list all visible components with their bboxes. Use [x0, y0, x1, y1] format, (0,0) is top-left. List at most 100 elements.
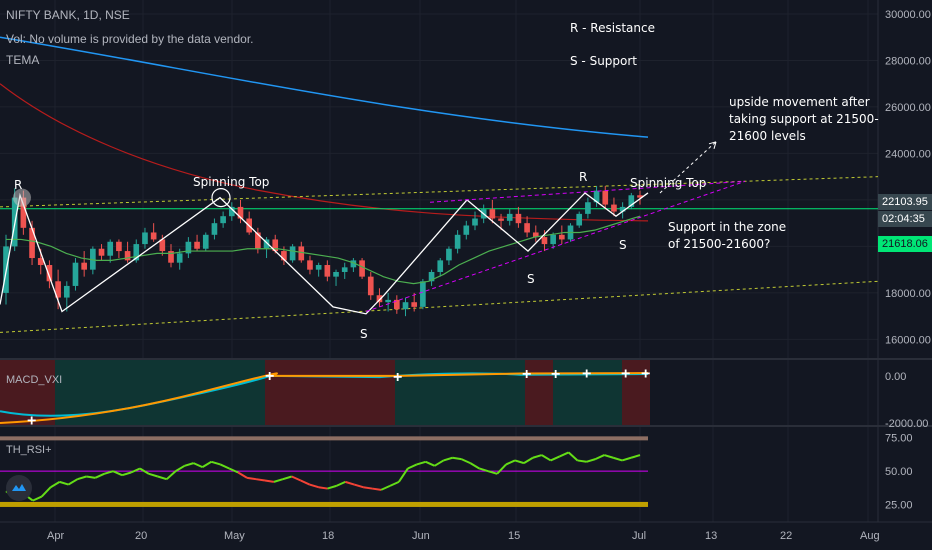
rsi-line-segment — [353, 483, 364, 489]
candle-body — [619, 206, 626, 212]
logo-icon — [12, 484, 26, 491]
rsi-line-segment — [443, 456, 453, 462]
candle-body — [194, 241, 200, 249]
macd-histogram-band — [553, 360, 622, 425]
candle-body — [324, 265, 331, 277]
rsi-line-segment — [211, 460, 221, 466]
candle-body — [602, 190, 609, 205]
candle-body — [550, 234, 556, 245]
price-tick-label: 26000.00 — [885, 102, 931, 114]
rsi-line-segment — [425, 460, 436, 467]
price-tick-label: 30000.00 — [885, 9, 931, 21]
rsi-line-segment — [255, 478, 266, 482]
rsi-line-segment — [112, 470, 123, 477]
support-note: S - Support — [570, 54, 638, 68]
spinning-top-circle — [211, 187, 231, 208]
candle-body — [628, 195, 635, 207]
resistance-marker-right: R — [579, 170, 588, 184]
rsi-line-segment — [335, 480, 346, 487]
rsi-line-segment — [398, 467, 409, 483]
candle-body — [376, 295, 383, 303]
rsi-line-segment — [32, 495, 43, 502]
candle-body — [272, 239, 279, 252]
rsi-line-segment — [59, 480, 69, 486]
candle-body — [585, 202, 591, 214]
upside-note-line3: 21600 levels — [729, 129, 806, 143]
countdown-tag: 02:04:35 — [878, 211, 932, 227]
tradingview-logo[interactable] — [6, 475, 32, 501]
spinning-top-label-2: Spinning Top — [630, 176, 707, 190]
macd-legend[interactable]: MACD_VXI — [6, 374, 63, 386]
time-axis-label: Jun — [412, 530, 430, 542]
candle-body — [411, 302, 418, 307]
macd-cross-marker: + — [522, 366, 531, 383]
rsi-line-segment — [594, 454, 605, 461]
candle-body — [29, 227, 35, 259]
candle-body — [20, 197, 27, 228]
rsi-line-segment — [139, 467, 150, 475]
spinning-top-label-1: Spinning Top — [193, 175, 270, 189]
macd-cross-marker: + — [551, 366, 560, 383]
rsi-line-segment — [77, 475, 87, 481]
rsi-line-segment — [505, 459, 516, 466]
rsi-line-segment — [246, 476, 257, 481]
macd-line — [0, 372, 649, 417]
rsi-line-segment — [567, 451, 579, 462]
rsi-legend[interactable]: TH_RSI+ — [6, 444, 52, 456]
resistance-circle-left — [13, 188, 31, 207]
candle-body — [263, 239, 270, 249]
candle-body — [255, 232, 261, 249]
channel-lower-line — [0, 280, 879, 333]
time-axis-label: 13 — [705, 530, 717, 542]
rsi-line-segment — [50, 481, 61, 489]
rsi-line-segment — [201, 460, 212, 468]
rsi-line-segment — [219, 463, 230, 470]
tema-legend[interactable]: TEMA — [6, 53, 40, 67]
macd-cross-marker: + — [582, 366, 591, 383]
rsi-tick-label: 25.00 — [885, 500, 913, 512]
candle-body — [524, 223, 530, 233]
rsi-line-segment — [282, 475, 293, 481]
projection-arrow — [659, 141, 717, 194]
candle-body — [142, 232, 148, 245]
time-axis-label: 22 — [780, 530, 792, 542]
last-price-tag: 22103.95 — [878, 194, 932, 210]
rsi-line-segment — [407, 463, 418, 470]
candle-body — [176, 253, 183, 263]
candle-body — [333, 271, 339, 277]
candle-body — [454, 234, 461, 249]
candle-body — [168, 251, 174, 263]
price-tick-label: 16000.00 — [885, 334, 931, 346]
rsi-line-segment — [514, 459, 525, 465]
macd-tick-label: -2000.00 — [885, 418, 928, 430]
rsi-line-segment — [389, 480, 400, 487]
candle-body — [385, 299, 391, 303]
macd-histogram-band — [395, 360, 525, 425]
candle-body — [498, 218, 504, 221]
time-axis-label: 15 — [508, 530, 520, 542]
rsi-line-segment — [318, 486, 328, 490]
candle-body — [637, 195, 643, 198]
candle-body — [532, 232, 539, 238]
candle-body — [159, 239, 166, 252]
symbol-title[interactable]: NIFTY BANK, 1D, NSE — [6, 8, 130, 22]
macd-cross-marker: + — [265, 368, 274, 385]
candle-body — [576, 213, 583, 226]
candle-body — [489, 209, 496, 219]
candle-body — [428, 271, 435, 282]
candle-body — [116, 241, 122, 252]
resistance-marker-left: R — [14, 178, 23, 192]
rsi-line-segment — [612, 456, 623, 462]
support-zone-line2: of 21500-21600? — [668, 237, 771, 251]
time-axis-label: Jul — [632, 530, 646, 542]
support-marker-1: S — [360, 327, 368, 341]
rsi-line-segment — [264, 479, 275, 483]
macd-signal-line — [0, 372, 649, 424]
time-axis-label: Aug — [860, 530, 880, 542]
candle-body — [185, 241, 192, 254]
time-axis-label: 18 — [322, 530, 334, 542]
projection-arrowhead — [708, 141, 717, 149]
time-axis-label: May — [224, 530, 245, 542]
